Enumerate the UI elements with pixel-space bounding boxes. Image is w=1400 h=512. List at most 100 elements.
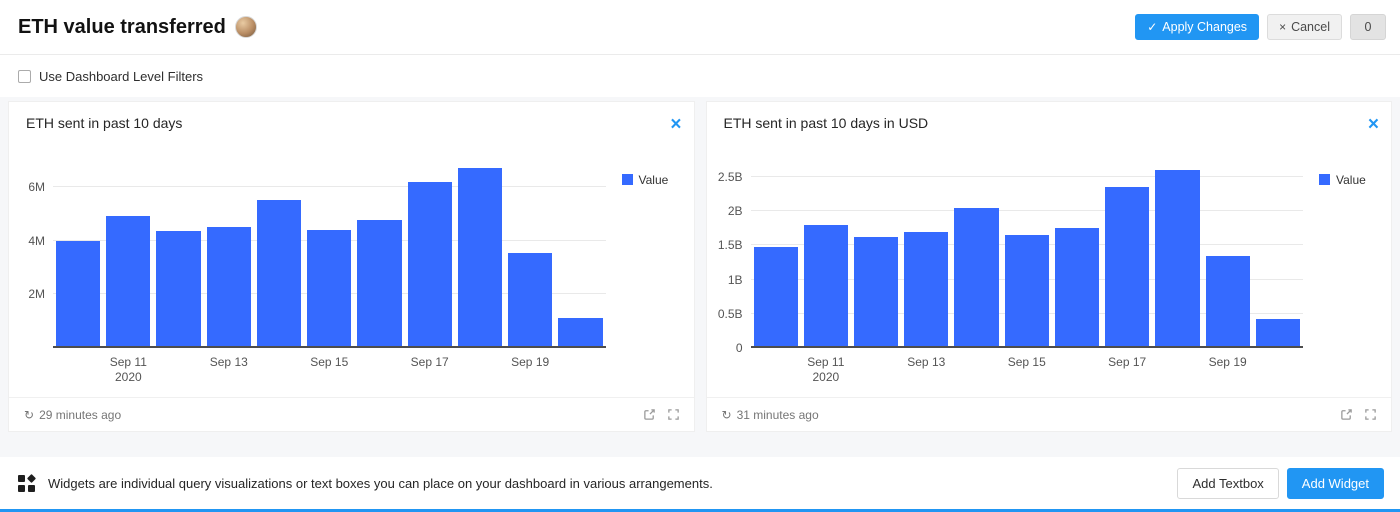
bar[interactable] — [1155, 170, 1200, 348]
x-tick-label: Sep 15 — [310, 355, 349, 369]
widget-footer-icons — [1340, 408, 1377, 421]
refresh-time: 29 minutes ago — [39, 407, 122, 422]
y-tick-label: 2B — [727, 204, 743, 219]
add-widget-button[interactable]: Add Widget — [1286, 467, 1384, 499]
dashboard-filters-label: Use Dashboard Level Filters — [39, 68, 204, 84]
y-tick-label: 1.5B — [717, 238, 743, 253]
refresh-icon: ↻ — [24, 407, 35, 422]
widget-close-icon[interactable]: × — [670, 114, 682, 135]
expand-widget-icon[interactable] — [667, 408, 680, 421]
bar[interactable] — [357, 220, 402, 348]
bar[interactable] — [508, 252, 553, 348]
bar-chart-eth: 2M 4M 6M Sep 11 2020 Sep 13 Sep 15 Sep 17 Sep 1… — [9, 160, 694, 388]
bar-series — [53, 160, 606, 348]
bar[interactable] — [407, 181, 452, 348]
page-title: ETH value transferred — [18, 15, 226, 38]
dashboard-filters-checkbox[interactable] — [18, 69, 31, 83]
bar[interactable] — [106, 216, 151, 348]
widget-card-eth: ETH sent in past 10 days × 2M 4M 6M Sep 11… — [8, 101, 695, 432]
open-query-icon[interactable] — [643, 408, 656, 421]
bottom-accent-strip — [0, 509, 1400, 512]
bar[interactable] — [853, 237, 899, 348]
cancel-button[interactable]: × Cancel — [1267, 13, 1342, 41]
widget-title: ETH sent in past 10 days in USD — [723, 115, 929, 131]
refresh-icon: ↻ — [721, 407, 732, 422]
chart-legend[interactable]: Value — [1303, 160, 1381, 388]
refresh-status[interactable]: ↻ 29 minutes ago — [24, 408, 121, 422]
legend-swatch — [1319, 174, 1330, 185]
plot-column: Sep 11 2020 Sep 13 Sep 15 Sep 17 Sep 19 — [53, 160, 606, 388]
bar[interactable] — [904, 231, 949, 348]
open-query-icon[interactable] — [1340, 408, 1353, 421]
x-tick-label: Sep 13 — [209, 355, 248, 369]
x-tick-label: Sep 11 2020 — [807, 355, 845, 384]
widget-title: ETH sent in past 10 days — [26, 115, 183, 131]
bar[interactable] — [1004, 235, 1049, 348]
widget-card-usd: ETH sent in past 10 days in USD × 0 0.5B 1… — [705, 101, 1392, 432]
widgets-icon — [18, 473, 37, 492]
legend-label: Value — [638, 173, 669, 187]
check-icon: ✓ — [1147, 20, 1158, 34]
plot-area — [53, 160, 606, 348]
bar[interactable] — [1255, 319, 1301, 348]
header-actions: ✓ Apply Changes × Cancel 0 — [1135, 13, 1386, 41]
y-tick-label: 0 — [735, 341, 743, 355]
x-tick-label: Sep 15 — [1007, 355, 1046, 369]
y-tick-label: 4M — [28, 233, 45, 248]
x-axis-labels: Sep 11 2020 Sep 13 Sep 15 Sep 17 Sep 19 — [53, 348, 606, 388]
bar[interactable] — [256, 200, 302, 348]
bar[interactable] — [457, 168, 503, 348]
bar[interactable] — [307, 229, 352, 348]
bar[interactable] — [1054, 228, 1100, 348]
y-axis-labels: 2M 4M 6M — [13, 160, 53, 348]
widgets-area: ETH sent in past 10 days × 2M 4M 6M Sep 11… — [0, 97, 1400, 432]
y-tick-label: 1B — [727, 272, 743, 287]
bar[interactable] — [803, 224, 848, 348]
bar[interactable] — [753, 246, 798, 348]
bar-series — [751, 160, 1304, 348]
x-tick-label: Sep 19 — [1208, 355, 1247, 369]
x-axis-labels: Sep 11 2020 Sep 13 Sep 15 Sep 17 Sep 19 — [751, 348, 1304, 388]
cancel-label: Cancel — [1291, 19, 1330, 34]
y-tick-label: 0.5B — [717, 306, 743, 321]
bar[interactable] — [1205, 255, 1250, 348]
x-tick-label: Sep 11 2020 — [109, 355, 147, 384]
refresh-time: 31 minutes ago — [736, 407, 819, 422]
bar[interactable] — [206, 227, 251, 348]
widget-footer: ↻ 29 minutes ago — [9, 397, 694, 431]
bar[interactable] — [156, 231, 201, 348]
widget-head: ETH sent in past 10 days × — [9, 102, 694, 134]
expand-widget-icon[interactable] — [1364, 408, 1377, 421]
bar[interactable] — [954, 207, 999, 348]
close-icon: × — [1279, 20, 1287, 34]
widget-head: ETH sent in past 10 days in USD × — [707, 102, 1392, 134]
x-tick-label: Sep 13 — [907, 355, 946, 369]
widget-close-icon[interactable]: × — [1367, 114, 1379, 135]
owner-avatar — [234, 16, 257, 38]
chart-legend[interactable]: Value — [606, 160, 684, 388]
x-tick-label: Sep 17 — [410, 355, 449, 369]
bar[interactable] — [1105, 187, 1150, 348]
apply-changes-label: Apply Changes — [1162, 19, 1248, 34]
y-tick-label: 2.5B — [717, 170, 743, 185]
plot-column: Sep 11 2020 Sep 13 Sep 15 Sep 17 Sep 19 — [750, 160, 1304, 388]
filter-bar: Use Dashboard Level Filters — [0, 55, 1400, 97]
y-axis-labels: 0 0.5B 1B 1.5B 2B 2.5B — [711, 160, 751, 355]
bar[interactable] — [558, 318, 603, 348]
widgets-description: Widgets are individual query visualizati… — [48, 475, 713, 491]
widget-footer: ↻ 31 minutes ago — [706, 397, 1391, 431]
widgets-info-bar: Widgets are individual query visualizati… — [0, 457, 1400, 509]
plot-area — [750, 160, 1304, 348]
title-wrap: ETH value transferred — [18, 16, 257, 39]
add-textbox-button[interactable]: Add Textbox — [1177, 467, 1279, 499]
legend-swatch — [621, 174, 633, 185]
x-tick-label: Sep 17 — [1108, 355, 1147, 369]
bar[interactable] — [56, 240, 101, 348]
widget-footer-icons — [643, 408, 680, 421]
y-tick-label: 6M — [28, 179, 45, 194]
changes-count-badge[interactable]: 0 — [1350, 13, 1386, 41]
apply-changes-button[interactable]: ✓ Apply Changes — [1135, 13, 1260, 41]
legend-label: Value — [1336, 173, 1366, 187]
refresh-status[interactable]: ↻ 31 minutes ago — [722, 408, 819, 422]
